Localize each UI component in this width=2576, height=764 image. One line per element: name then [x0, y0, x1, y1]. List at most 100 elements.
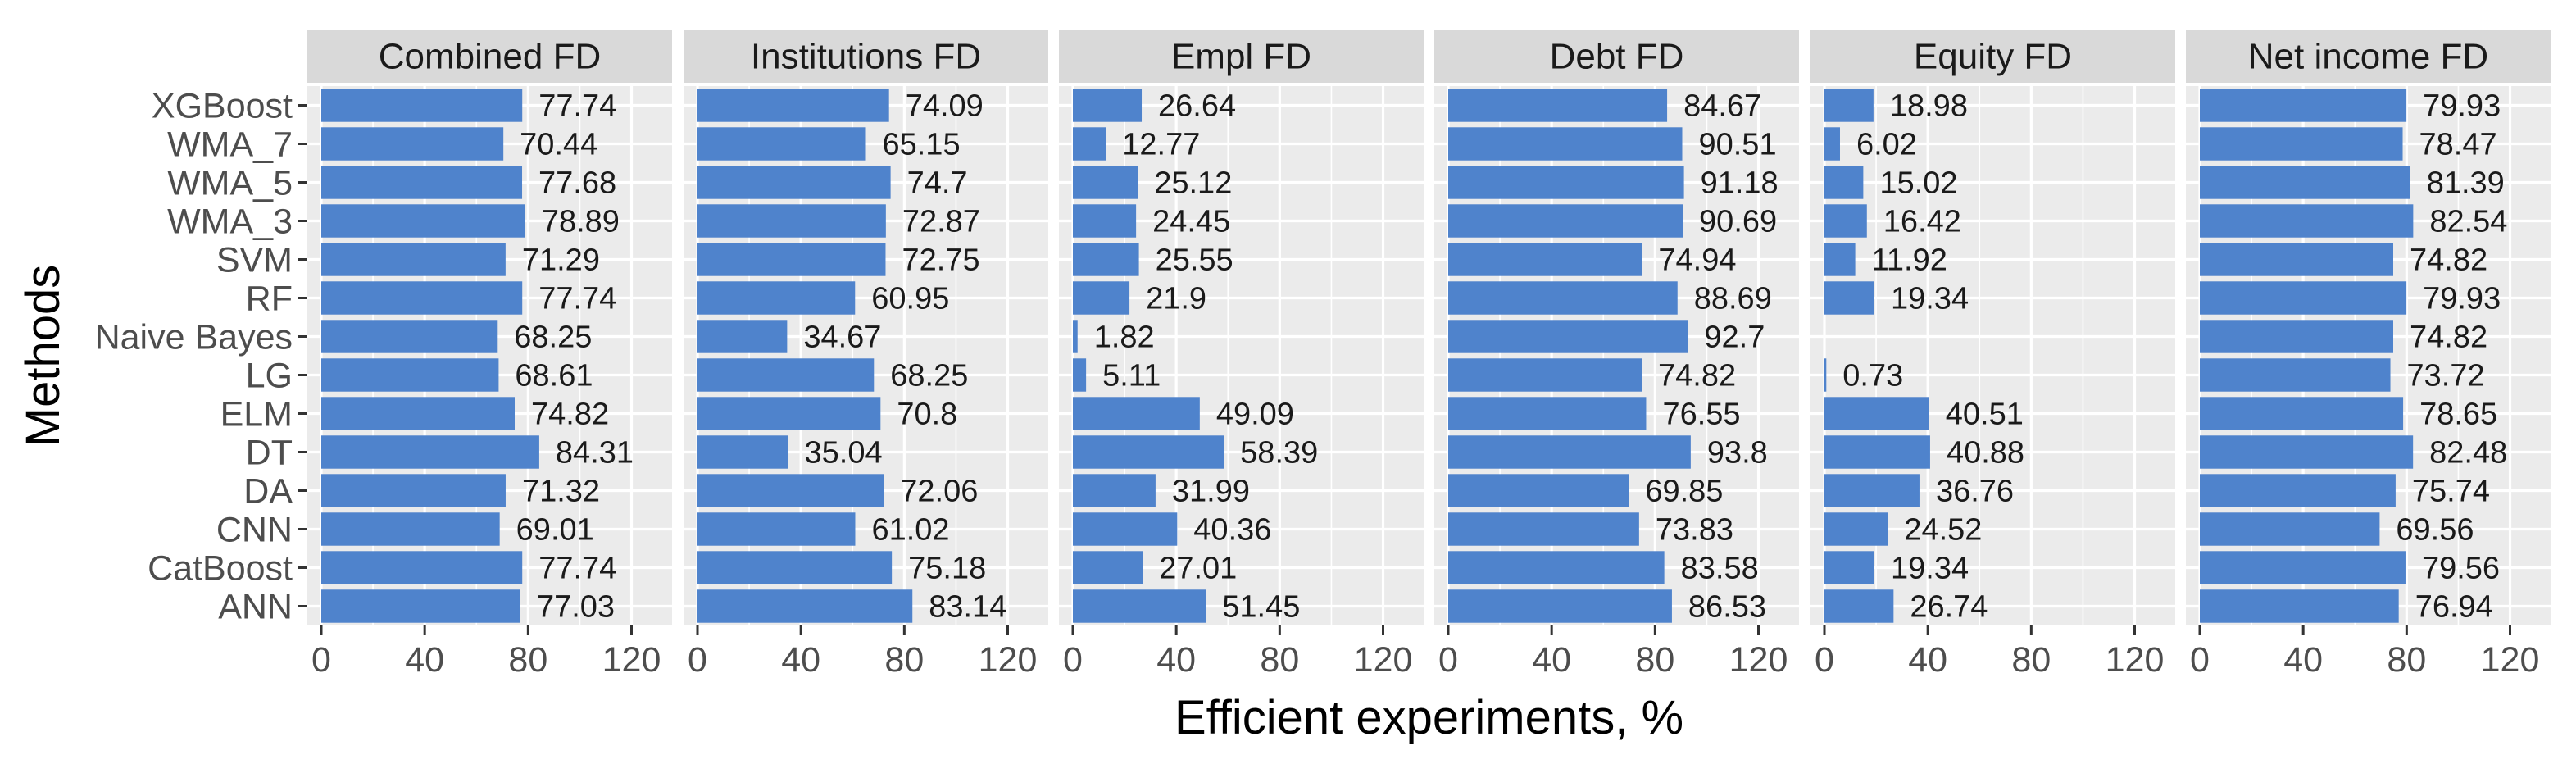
bar-wma-3 — [1824, 204, 1867, 238]
x-tick-label: 40 — [1156, 640, 1196, 680]
x-tick-label: 120 — [602, 640, 661, 680]
bar-svm — [1824, 243, 1856, 276]
bar-cnn — [697, 512, 856, 546]
panel-strip — [684, 30, 1048, 83]
y-tick-label-wma-3: WMA_3 — [167, 202, 293, 242]
data-label-svm: 25.55 — [1156, 243, 1233, 278]
y-tick-label-elm: ELM — [220, 395, 293, 434]
data-label-wma-3: 24.45 — [1152, 205, 1230, 239]
data-label-naive-bayes: 74.82 — [2410, 321, 2487, 355]
data-label-wma-3: 78.89 — [542, 205, 620, 239]
bar-xgboost — [1448, 89, 1668, 122]
data-label-wma-7: 70.44 — [520, 128, 597, 162]
data-label-catboost: 79.56 — [2422, 552, 2500, 586]
x-tick-label: 80 — [1635, 640, 1674, 680]
data-label-rf: 19.34 — [1891, 282, 1969, 316]
bar-lg — [1824, 358, 1827, 392]
data-label-ann: 51.45 — [1222, 590, 1300, 625]
x-tick-label: 120 — [979, 640, 1038, 680]
x-tick-label: 0 — [688, 640, 707, 680]
bar-rf — [2200, 281, 2407, 315]
bar-cnn — [1824, 512, 1888, 546]
bar-wma-7 — [2200, 127, 2403, 161]
data-label-wma-7: 65.15 — [882, 128, 960, 162]
data-label-ann: 83.14 — [929, 590, 1006, 625]
bar-ann — [1824, 589, 1894, 623]
data-label-elm: 74.82 — [531, 398, 609, 432]
y-tick-label-naive-bayes: Naive Bayes — [95, 318, 293, 357]
bar-da — [1824, 474, 1920, 507]
data-label-dt: 58.39 — [1240, 436, 1318, 471]
data-label-svm: 11.92 — [1872, 243, 1947, 278]
panel-strip — [1059, 30, 1424, 83]
bar-cnn — [321, 512, 500, 546]
bar-wma-5 — [697, 166, 891, 199]
data-label-dt: 35.04 — [805, 436, 883, 471]
y-tick-label-lg: LG — [246, 357, 293, 396]
bar-dt — [321, 435, 539, 469]
panel-title: Net income FD — [2248, 37, 2488, 77]
bar-naive-bayes — [2200, 320, 2394, 353]
panel-title: Empl FD — [1171, 37, 1311, 77]
data-label-catboost: 19.34 — [1891, 552, 1969, 586]
bar-rf — [697, 281, 856, 315]
data-label-elm: 70.8 — [897, 398, 957, 432]
data-label-dt: 40.88 — [1947, 436, 2024, 471]
x-tick-label: 40 — [1532, 640, 1571, 680]
bar-dt — [1073, 435, 1224, 469]
data-label-dt: 84.31 — [556, 436, 634, 471]
y-tick-label-wma-5: WMA_5 — [167, 164, 293, 203]
data-label-lg: 68.25 — [890, 359, 968, 393]
data-label-xgboost: 18.98 — [1890, 89, 1968, 124]
bar-rf — [1073, 281, 1130, 315]
bar-ann — [1073, 589, 1206, 623]
bar-svm — [321, 243, 506, 276]
data-label-naive-bayes: 34.67 — [803, 321, 881, 355]
panel-net-income-fd: Net income FD 79.93 78.47 81.39 82.54 74.82 79… — [2186, 30, 2551, 680]
panel-title: Combined FD — [379, 37, 601, 77]
bar-ann — [697, 589, 913, 623]
bar-wma-5 — [2200, 166, 2410, 199]
bar-svm — [1073, 243, 1139, 276]
bar-elm — [2200, 397, 2404, 430]
bar-ann — [1448, 589, 1672, 623]
bar-svm — [2200, 243, 2394, 276]
x-tick-label: 0 — [311, 640, 331, 680]
data-label-lg: 0.73 — [1842, 359, 1903, 393]
data-label-wma-5: 25.12 — [1154, 166, 1232, 201]
data-label-dt: 82.48 — [2429, 436, 2507, 471]
data-label-wma-7: 78.47 — [2419, 128, 2497, 162]
y-axis-title: Methods — [16, 265, 70, 447]
x-axis-title: Efficient experiments, % — [1174, 691, 1683, 744]
panel-title: Debt FD — [1550, 37, 1684, 77]
bar-dt — [2200, 435, 2414, 469]
y-tick-label-wma-7: WMA_7 — [167, 125, 293, 165]
bar-wma-5 — [1073, 166, 1138, 199]
bar-elm — [697, 397, 881, 430]
bar-elm — [1448, 397, 1647, 430]
bar-wma-3 — [1448, 204, 1683, 238]
bar-da — [1448, 474, 1629, 507]
data-label-rf: 21.9 — [1146, 282, 1206, 316]
bar-catboost — [697, 551, 893, 584]
bar-xgboost — [2200, 89, 2407, 122]
data-label-elm: 78.65 — [2419, 398, 2497, 432]
data-label-wma-5: 15.02 — [1879, 166, 1957, 201]
data-label-cnn: 73.83 — [1656, 513, 1733, 548]
data-label-catboost: 83.58 — [1681, 552, 1759, 586]
data-label-catboost: 75.18 — [908, 552, 986, 586]
data-label-svm: 74.94 — [1658, 243, 1736, 278]
bar-wma-7 — [321, 127, 504, 161]
x-tick-label: 40 — [2283, 640, 2323, 680]
panel-equity-fd: Equity FD 18.98 6.02 15.02 16.42 11.92 19.34 0.… — [1810, 30, 2175, 680]
y-tick-label-rf: RF — [246, 280, 293, 319]
bar-wma-3 — [1073, 204, 1137, 238]
bar-xgboost — [321, 89, 523, 122]
data-label-naive-bayes: 92.7 — [1704, 321, 1765, 355]
data-label-rf: 88.69 — [1694, 282, 1772, 316]
data-label-xgboost: 84.67 — [1683, 89, 1761, 124]
y-tick-label-ann: ANN — [218, 588, 293, 627]
data-label-elm: 76.55 — [1662, 398, 1740, 432]
x-tick-label: 80 — [884, 640, 924, 680]
panel-debt-fd: Debt FD 84.67 90.51 91.18 90.69 74.94 88.69 92.… — [1434, 30, 1799, 680]
